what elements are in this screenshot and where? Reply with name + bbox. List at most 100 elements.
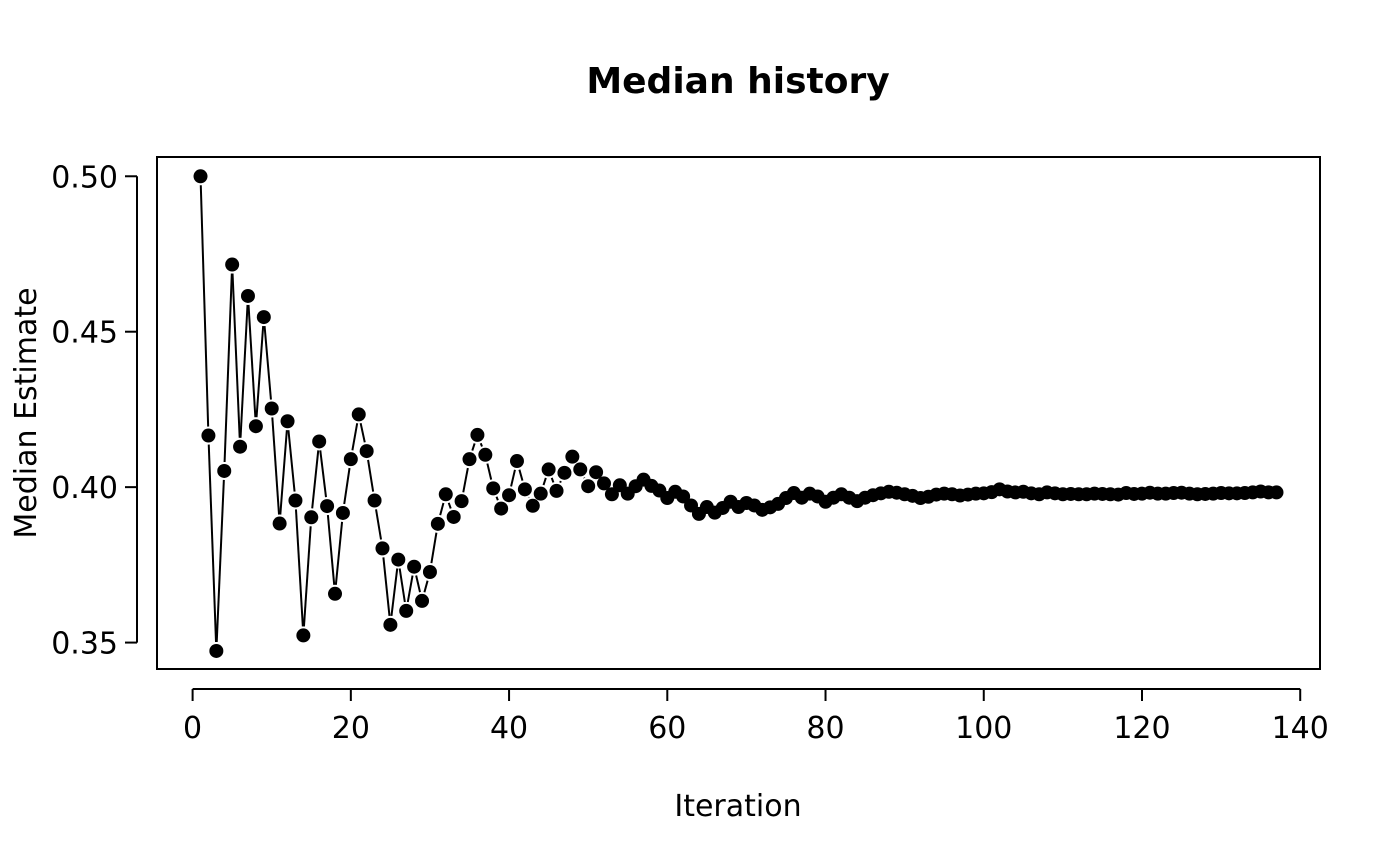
series-line-segment [199,185,210,427]
data-point [565,449,580,464]
data-point [240,288,255,303]
series-line-segment [495,496,499,501]
series-line-segment [367,459,375,492]
series-line-segment [542,477,547,486]
data-point [343,452,358,467]
series-line-segment [510,469,516,487]
x-tick-label: 100 [955,711,1012,746]
y-axis: 0.35 0.40 0.45 0.50 [51,160,138,662]
x-tick-label: 120 [1113,711,1170,746]
data-point [604,487,619,502]
data-point [359,444,374,459]
series-line-segment [447,502,452,509]
data-point [225,257,240,272]
data-point [478,447,493,462]
series-points [193,169,1284,658]
data-point [201,428,216,443]
series-line-segment [559,480,562,484]
data-point [193,169,208,184]
x-tick-label: 0 [183,711,202,746]
y-tick-label: 0.35 [51,627,118,662]
data-point [557,465,572,480]
x-tick-label: 20 [332,711,370,746]
x-tick-label: 40 [490,711,528,746]
data-point [399,603,414,618]
series-line-segment [223,273,233,463]
series-line-segment [343,467,351,505]
data-point [233,439,248,454]
data-point [407,559,422,574]
data-point [312,434,327,449]
data-point [422,565,437,580]
data-point [280,414,295,429]
data-point [470,427,485,442]
data-point [391,552,406,567]
data-point [1269,485,1284,500]
series-line-segment [311,450,320,509]
series-line-segment [550,477,555,483]
series-line-segment [287,430,296,492]
data-point [446,509,461,524]
data-point [375,541,390,556]
series-line-segment [439,502,445,516]
data-point [517,482,532,497]
y-tick-label: 0.40 [51,471,118,506]
series-line-segment [294,509,304,627]
series-line-segment [279,430,288,515]
data-point [462,452,477,467]
series-line-segment [479,442,483,447]
series-line-segment [518,469,524,481]
data-point [335,505,350,520]
series-line-segment [471,443,476,451]
series-line-segment [430,532,438,564]
series-line-segment [302,526,312,627]
data-point [415,593,430,608]
data-point [573,462,588,477]
series-line-segment [247,304,257,418]
x-tick-label: 80 [806,711,844,746]
data-point [454,494,469,509]
data-point [248,419,263,434]
data-point [541,462,556,477]
series-line-segment [406,575,414,603]
series-line-segment [462,467,469,493]
data-point [502,488,517,503]
data-point [296,628,311,643]
series-line-segment [255,326,265,418]
data-point [494,501,509,516]
data-point [383,617,398,632]
series-line-segment [415,575,421,593]
series-line-segment [215,479,225,643]
series-line-segment [326,514,336,585]
data-point [509,454,524,469]
series-line-segment [351,423,359,451]
x-tick-label: 60 [648,711,686,746]
data-point [549,483,564,498]
data-point [486,481,501,496]
data-point [217,463,232,478]
plot-frame [156,156,1321,670]
data-point [525,498,540,513]
data-point [256,310,271,325]
y-tick-label: 0.50 [51,160,118,195]
series-line-segment [207,444,218,643]
data-point [264,401,279,416]
data-point [581,479,596,494]
series-line-segment [319,450,327,498]
data-point [589,465,604,480]
data-point [304,510,319,525]
series-line-segment [359,422,366,443]
series-line-segment [423,580,429,593]
series-line-segment [334,521,344,585]
x-axis-label: Iteration [674,789,801,824]
data-point [209,643,224,658]
data-point [597,476,612,491]
data-point [328,586,343,601]
series-line-segment [375,509,382,540]
data-point [320,499,335,514]
series-line-segment [390,568,399,617]
chart-title: Median history [586,61,889,102]
series-line-segment [239,304,249,438]
series-line-segments [199,185,586,643]
